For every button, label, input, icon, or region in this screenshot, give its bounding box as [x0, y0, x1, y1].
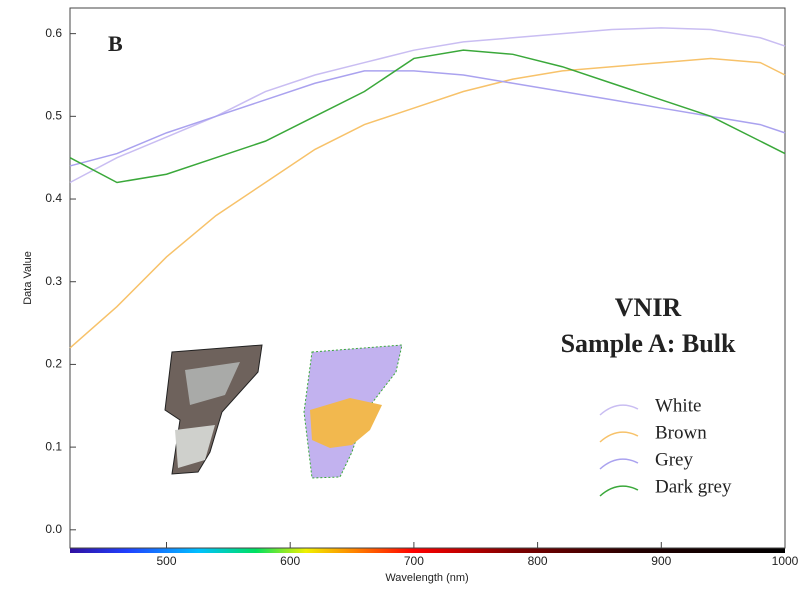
y-tick-label: 0.0 [45, 522, 62, 536]
x-tick-label: 500 [156, 554, 176, 568]
x-tick-label: 700 [404, 554, 424, 568]
legend-swatch [599, 404, 639, 416]
legend-label: White [655, 395, 701, 416]
y-tick-label: 0.4 [45, 191, 62, 205]
legend-label: Brown [655, 422, 707, 443]
x-tick-label: 900 [651, 554, 671, 568]
annotation: Sample A: Bulk [561, 329, 736, 358]
y-axis-title: Data Value [22, 251, 34, 305]
x-tick-label: 600 [280, 554, 300, 568]
plot-frame [69, 7, 786, 549]
legend-swatch [599, 458, 639, 470]
sample-map-brown [310, 398, 382, 448]
legend-label: Grey [655, 449, 693, 470]
legend-swatch [599, 485, 639, 497]
sample-thumbnails [164, 344, 403, 479]
y-tick-label: 0.3 [45, 274, 62, 288]
y-tick-label: 0.1 [45, 439, 62, 453]
series-line [69, 27, 786, 184]
x-tick-label: 1000 [772, 554, 799, 568]
sample-photo-light [185, 362, 240, 405]
series-line [69, 49, 786, 184]
x-axis-title: Wavelength (nm) [385, 572, 468, 584]
y-tick-label: 0.2 [45, 357, 62, 371]
series-line [69, 57, 786, 349]
legend-swatch [599, 431, 639, 443]
y-tick-label: 0.5 [45, 109, 62, 123]
spectrum-bar [70, 548, 785, 553]
panel-label: B [108, 31, 123, 56]
series-line [69, 70, 786, 167]
sample-photo-light [175, 425, 215, 468]
annotation: VNIR [615, 293, 682, 322]
y-tick-label: 0.6 [45, 26, 62, 40]
legend-label: Dark grey [655, 476, 732, 497]
x-tick-label: 800 [528, 554, 548, 568]
